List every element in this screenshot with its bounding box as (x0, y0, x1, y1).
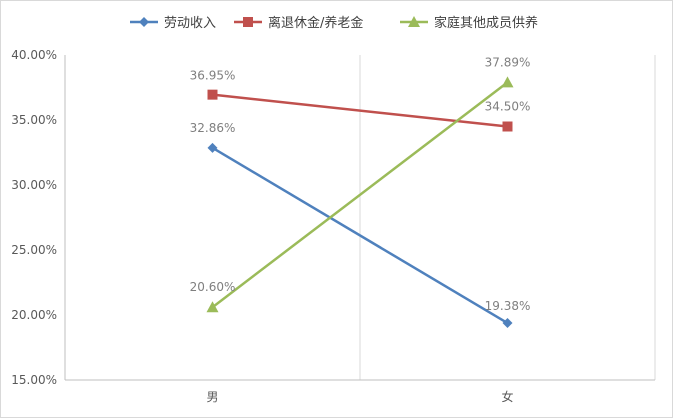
data-label: 36.95% (190, 69, 236, 83)
y-axis-ticks: 15.00% 20.00% 25.00% 30.00% 35.00% 40.00% (11, 48, 57, 387)
legend-marker (139, 17, 149, 27)
data-labels: 32.86% 19.38% 36.95% 34.50% 20.60% 37.89% (190, 55, 531, 313)
y-tick-label: 15.00% (11, 373, 57, 387)
data-point (502, 318, 513, 329)
data-point (207, 142, 218, 153)
data-label: 34.50% (485, 100, 531, 114)
data-point (502, 121, 513, 132)
x-tick-label: 女 (501, 389, 513, 404)
data-point (501, 76, 514, 88)
x-tick-label: 男 (206, 390, 218, 404)
y-tick-label: 30.00% (11, 178, 57, 192)
data-label: 19.38% (485, 299, 531, 313)
series-markers (206, 76, 514, 329)
series-line (211, 81, 509, 309)
legend-item: 劳动收入 (130, 15, 216, 31)
legend-label: 离退休金/养老金 (268, 15, 363, 31)
y-tick-label: 25.00% (11, 243, 57, 257)
y-tick-label: 20.00% (11, 308, 57, 322)
legend-label: 家庭其他成员供养 (434, 15, 538, 31)
data-label: 37.89% (485, 55, 531, 69)
legend-item: 离退休金/养老金 (234, 15, 363, 31)
legend-marker (243, 17, 253, 27)
legend-label: 劳动收入 (164, 15, 216, 31)
legend-marker (408, 16, 420, 27)
series-lines (211, 81, 509, 325)
gridlines (359, 55, 656, 380)
data-label: 32.86% (190, 121, 236, 135)
legend: 劳动收入 离退休金/养老金 家庭其他成员供养 (130, 15, 538, 31)
legend-item: 家庭其他成员供养 (400, 15, 538, 31)
series-line (211, 146, 509, 325)
data-point (206, 301, 219, 313)
data-label: 20.60% (190, 280, 236, 294)
data-point (207, 89, 218, 100)
y-tick-label: 35.00% (11, 113, 57, 127)
axes (64, 55, 655, 381)
y-tick-label: 40.00% (11, 48, 57, 62)
x-axis-ticks: 男女 (206, 389, 513, 404)
